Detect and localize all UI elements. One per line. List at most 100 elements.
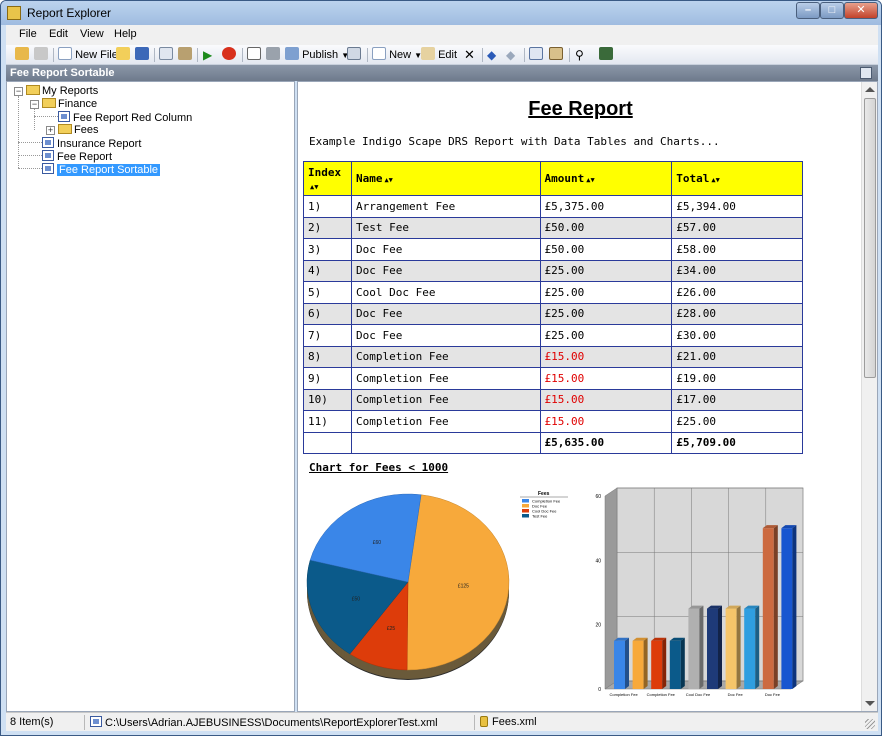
- table-row: 5) Cool Doc Fee £25.00 £26.00: [303, 281, 803, 304]
- tree-node-finance[interactable]: Finance: [42, 98, 97, 111]
- settings-button[interactable]: [178, 47, 192, 63]
- stop-button[interactable]: [222, 47, 236, 63]
- column-header-index[interactable]: Index ▲▼: [303, 161, 352, 196]
- report-title: Fee Report: [528, 98, 633, 120]
- legend-entry: Cool Doc Fee: [532, 509, 557, 514]
- cell-total: £25.00: [671, 410, 803, 433]
- bar-side: [643, 637, 648, 689]
- bar-side: [755, 605, 760, 689]
- legend-swatch: [522, 504, 529, 508]
- sort-icon: ▲▼: [711, 176, 720, 184]
- report-subtitle: Example Indigo Scape DRS Report with Dat…: [309, 135, 720, 148]
- dropdown-arrow-icon: ▼: [414, 51, 423, 60]
- tree-node-fee-report[interactable]: Fee Report: [42, 150, 112, 163]
- new-icon: [372, 47, 386, 60]
- tree-collapse-my-reports[interactable]: −: [14, 86, 23, 96]
- report-viewer[interactable]: Fee Report Example Indigo Scape DRS Repo…: [297, 81, 878, 712]
- bar: [707, 608, 718, 689]
- tree-node-fee-report-sortable[interactable]: Fee Report Sortable: [42, 163, 161, 176]
- edit-button[interactable]: Edit: [421, 47, 457, 63]
- cell-amount: £25.00: [539, 302, 673, 325]
- arrow-down-icon: ◆: [506, 48, 516, 62]
- menu-help[interactable]: Help: [114, 28, 137, 40]
- tree-node-my-reports[interactable]: My Reports: [26, 85, 98, 98]
- tool-button[interactable]: [34, 47, 48, 63]
- table-row: 1) Arrangement Fee £5,375.00 £5,394.00: [303, 195, 803, 218]
- cell-index: 1): [303, 195, 352, 218]
- new-file-button[interactable]: New File: [58, 47, 118, 63]
- tree-node-fees[interactable]: Fees: [58, 124, 98, 137]
- legend-swatch: [522, 509, 529, 513]
- cell-total: £30.00: [671, 324, 803, 347]
- bar-side: [718, 605, 722, 689]
- cell-total: £19.00: [671, 367, 803, 390]
- run-button[interactable]: ▶: [203, 47, 212, 63]
- cell-amount: £15.00: [539, 367, 673, 390]
- move-down-button[interactable]: ◆: [506, 47, 515, 63]
- open-folder-button[interactable]: [116, 47, 130, 63]
- cell-amount: £25.00: [539, 324, 673, 347]
- email-button[interactable]: [347, 47, 361, 63]
- delete-button[interactable]: ✕: [464, 47, 475, 63]
- column-header-total[interactable]: Total ▲▼: [671, 161, 803, 196]
- tree-node-insurance-report[interactable]: Insurance Report: [42, 137, 141, 150]
- scroll-thumb[interactable]: [864, 98, 876, 378]
- cell-total: £26.00: [671, 281, 803, 304]
- folder-open-icon: [116, 47, 130, 60]
- legend-entry: Completion Fee: [532, 499, 561, 504]
- paste-button[interactable]: [549, 47, 563, 63]
- minimize-button[interactable]: –: [796, 2, 820, 19]
- move-up-button[interactable]: ◆: [487, 47, 496, 63]
- cell-name: Completion Fee: [350, 410, 541, 433]
- properties-button[interactable]: [159, 47, 173, 63]
- publish-icon: [285, 47, 299, 60]
- copy-button[interactable]: [529, 47, 543, 63]
- scroll-up-icon[interactable]: [865, 87, 875, 92]
- print-button[interactable]: [266, 47, 280, 63]
- binoculars-icon: ⚲: [575, 48, 584, 62]
- total-amount: £5,635.00: [539, 431, 673, 454]
- cell-name: Doc Fee: [350, 324, 541, 347]
- maximize-button[interactable]: □: [820, 2, 844, 19]
- close-button[interactable]: ✕: [844, 2, 878, 19]
- report-icon: [42, 137, 54, 148]
- cell-index: 7): [303, 324, 352, 347]
- column-header-amount[interactable]: Amount ▲▼: [539, 161, 673, 196]
- print-icon: [266, 47, 280, 60]
- tree-node-fee-report-red-column[interactable]: Fee Report Red Column: [58, 111, 192, 124]
- pie-slice-label: £25: [387, 626, 396, 632]
- wrench-icon: [34, 47, 48, 60]
- bar-top: [669, 637, 685, 641]
- tree-expand-fees[interactable]: +: [46, 125, 55, 135]
- tree-collapse-finance[interactable]: −: [30, 99, 39, 109]
- bar: [781, 528, 793, 689]
- cell-index: 4): [303, 259, 352, 282]
- bar-top: [614, 637, 629, 641]
- scroll-down-icon[interactable]: [865, 701, 875, 706]
- save-button[interactable]: [135, 47, 149, 63]
- bar-side: [699, 605, 704, 689]
- menu-file[interactable]: File: [19, 28, 37, 40]
- panel-options-button[interactable]: [860, 67, 872, 79]
- find-button[interactable]: ⚲: [575, 47, 584, 63]
- menu-view[interactable]: View: [80, 28, 104, 40]
- table-row: 6) Doc Fee £25.00 £28.00: [303, 302, 803, 325]
- open-report-button[interactable]: [15, 47, 29, 63]
- cell-amount: £15.00: [539, 345, 673, 368]
- bar-top: [725, 605, 741, 609]
- new-button[interactable]: New ▼: [372, 47, 422, 63]
- exit-icon: [599, 47, 613, 60]
- legend-swatch: [522, 514, 529, 518]
- x-tick-label: Cool Doc Fee: [686, 692, 711, 697]
- cell-amount: £5,375.00: [539, 195, 673, 218]
- column-header-name[interactable]: Name ▲▼: [350, 161, 541, 196]
- publish-button[interactable]: Publish ▼: [285, 47, 349, 63]
- cell-total: £58.00: [671, 238, 803, 261]
- exit-button[interactable]: [599, 47, 613, 63]
- cell-total: £28.00: [671, 302, 803, 325]
- preview-button[interactable]: [247, 47, 261, 63]
- menu-edit[interactable]: Edit: [49, 28, 68, 40]
- vertical-scrollbar[interactable]: [861, 82, 877, 711]
- cell-name: Completion Fee: [350, 345, 541, 368]
- resize-grip[interactable]: [865, 719, 875, 729]
